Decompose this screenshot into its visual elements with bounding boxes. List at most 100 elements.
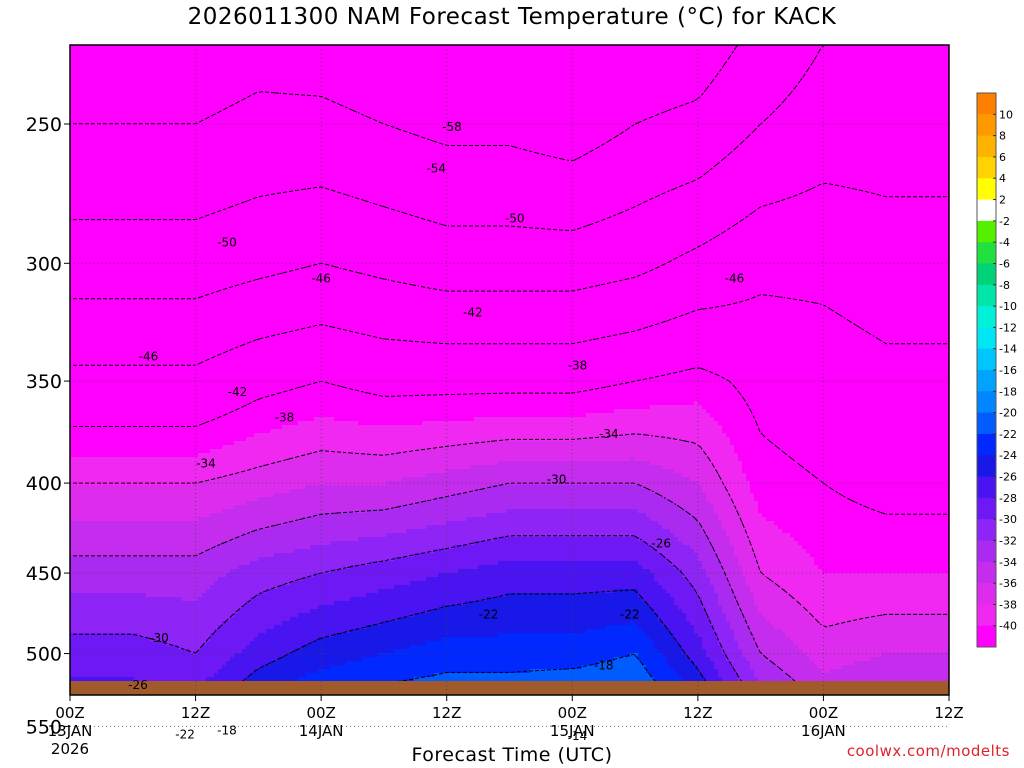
heatmap-cell [766,129,771,134]
heatmap-cell [698,73,703,78]
heatmap-cell [154,49,159,54]
heatmap-cell [306,81,311,86]
heatmap-cell [770,121,775,126]
heatmap-cell [426,45,431,50]
heatmap-cell [446,49,451,54]
heatmap-cell [622,69,627,74]
heatmap-cell [242,125,247,130]
heatmap-cell [422,133,427,138]
heatmap-cell [854,117,859,122]
heatmap-cell [786,73,791,78]
heatmap-cell [358,81,363,86]
heatmap-cell [746,65,751,70]
heatmap-cell [786,45,791,50]
heatmap-cell [854,101,859,106]
heatmap-cell [622,45,627,50]
heatmap-cell [650,57,655,62]
heatmap-cell [166,117,171,122]
heatmap-cell [398,121,403,126]
heatmap-cell [486,117,491,122]
heatmap-cell [138,113,143,118]
heatmap-cell [298,45,303,50]
heatmap-cell [798,113,803,118]
heatmap-cell [498,57,503,62]
heatmap-cell [462,101,467,106]
heatmap-cell [682,97,687,102]
heatmap-cell [934,101,939,106]
heatmap-cell [110,113,115,118]
heatmap-cell [262,105,267,110]
heatmap-cell [702,45,707,50]
heatmap-cell [478,113,483,118]
heatmap-cell [246,77,251,82]
heatmap-cell [330,53,335,58]
heatmap-cell [898,117,903,122]
heatmap-cell [602,65,607,70]
heatmap-cell [710,61,715,66]
heatmap-cell [314,81,319,86]
heatmap-cell [714,69,719,74]
heatmap-cell [706,45,711,50]
heatmap-cell [926,109,931,114]
heatmap-cell [662,133,667,138]
heatmap-cell [490,109,495,114]
heatmap-cell [290,109,295,114]
heatmap-cell [130,117,135,122]
heatmap-cell [222,81,227,86]
heatmap-cell [442,129,447,134]
heatmap-cell [190,101,195,106]
heatmap-cell [846,97,851,102]
heatmap-cell [298,101,303,106]
heatmap-cell [258,49,263,54]
heatmap-cell [454,133,459,138]
heatmap-cell [530,65,535,70]
heatmap-cell [942,113,947,118]
heatmap-cell [374,109,379,114]
heatmap-cell [722,45,727,50]
heatmap-cell [834,85,839,90]
heatmap-cell [210,61,215,66]
heatmap-cell [826,49,831,54]
heatmap-cell [526,45,531,50]
heatmap-cell [230,53,235,58]
heatmap-cell [90,113,95,118]
heatmap-cell [406,81,411,86]
heatmap-cell [238,65,243,70]
heatmap-cell [350,73,355,78]
heatmap-cell [714,85,719,90]
heatmap-cell [198,97,203,102]
heatmap-cell [942,73,947,78]
heatmap-cell [754,53,759,58]
heatmap-cell [806,49,811,54]
heatmap-cell [166,49,171,54]
heatmap-cell [630,61,635,66]
heatmap-cell [334,97,339,102]
heatmap-cell [218,69,223,74]
heatmap-cell [366,93,371,98]
heatmap-cell [118,109,123,114]
heatmap-cell [522,53,527,58]
heatmap-cell [374,129,379,134]
heatmap-cell [558,61,563,66]
heatmap-cell [582,121,587,126]
heatmap-cell [250,65,255,70]
heatmap-cell [510,93,515,98]
heatmap-cell [406,85,411,90]
heatmap-cell [618,85,623,90]
heatmap-cell [226,113,231,118]
heatmap-cell [722,117,727,122]
heatmap-cell [318,45,323,50]
heatmap-cell [226,97,231,102]
heatmap-cell [422,53,427,58]
heatmap-cell [318,121,323,126]
heatmap-cell [378,105,383,110]
heatmap-cell [322,133,327,138]
heatmap-cell [342,81,347,86]
heatmap-cell [738,45,743,50]
heatmap-cell [294,89,299,94]
heatmap-cell [470,117,475,122]
heatmap-cell [414,121,419,126]
heatmap-cell [174,49,179,54]
heatmap-cell [646,117,651,122]
heatmap-cell [402,61,407,66]
